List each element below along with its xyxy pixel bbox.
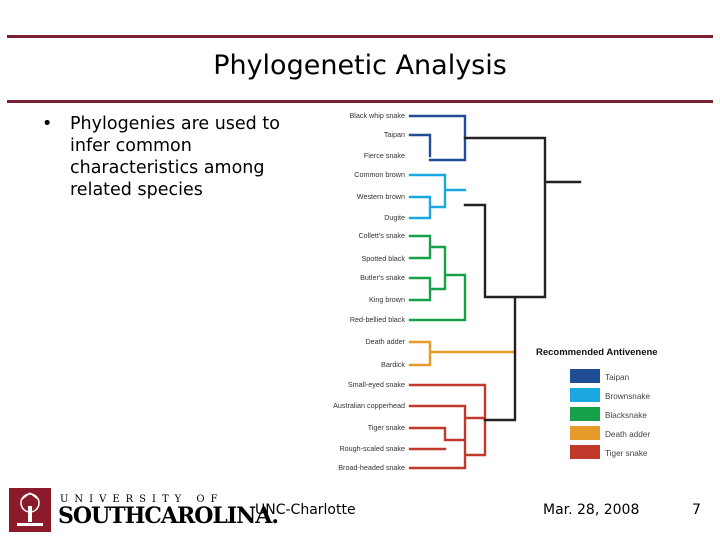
footer-center-text: UNC-Charlotte [255, 502, 356, 518]
page-number: 7 [692, 502, 701, 518]
bullet-marker: • [42, 114, 53, 134]
species-label: Bardick [381, 360, 405, 369]
slide-title: Phylogenetic Analysis [213, 50, 507, 81]
legend-label: Blacksnake [605, 411, 647, 420]
legend-title: Recommended Antivenene [536, 347, 658, 358]
tree-branch-taipan [408, 114, 467, 162]
title-rule-top [7, 35, 713, 38]
tree-branch-tiger [408, 383, 487, 470]
university-name-bottom: SOUTHCAROLINA. [58, 503, 279, 529]
species-label: Collett's snake [358, 231, 405, 240]
university-seal-icon [9, 488, 51, 532]
university-name-top: UNIVERSITY OF [60, 494, 224, 505]
species-label: Red-bellied black [350, 315, 406, 324]
legend-label: Taipan [605, 373, 630, 382]
bullet-text: Phylogenies are used to infer common cha… [70, 114, 280, 200]
tree-backbone [463, 136, 582, 422]
species-label: Broad-headed snake [338, 463, 405, 472]
species-label: Dugite [384, 213, 405, 222]
legend-label: Tiger snake [605, 449, 648, 458]
species-label: Death adder [365, 337, 405, 346]
tree-branch-black [408, 234, 467, 322]
species-label: Black whip snake [349, 111, 405, 120]
species-label: Rough-scaled snake [339, 444, 405, 453]
tree-branch-bardick [408, 350, 432, 367]
species-label: Butler's snake [360, 273, 405, 282]
species-label: Tiger snake [368, 423, 405, 432]
legend-swatch-blacksnake [570, 407, 600, 421]
legend-label: Brownsnake [605, 392, 651, 401]
legend-swatch-brownsnake [570, 388, 600, 402]
species-label: Australian copperhead [333, 401, 405, 410]
species-label: King brown [369, 295, 405, 304]
tree-branch-brown [408, 173, 467, 220]
footer-date: Mar. 28, 2008 [543, 502, 640, 518]
legend-swatch-tiger-snake [570, 445, 600, 459]
species-label: Spotted black [361, 254, 405, 263]
legend-label: Death adder [605, 430, 650, 439]
species-label: Fierce snake [364, 151, 405, 160]
species-label: Small-eyed snake [348, 380, 405, 389]
legend-swatch-taipan [570, 369, 600, 383]
legend-swatch-death-adder [570, 426, 600, 440]
species-label: Taipan [384, 130, 405, 139]
species-label: Common brown [354, 170, 405, 179]
title-rule-bottom [7, 100, 713, 103]
species-label: Western brown [357, 192, 405, 201]
tree-branch-death-adder [408, 340, 517, 354]
